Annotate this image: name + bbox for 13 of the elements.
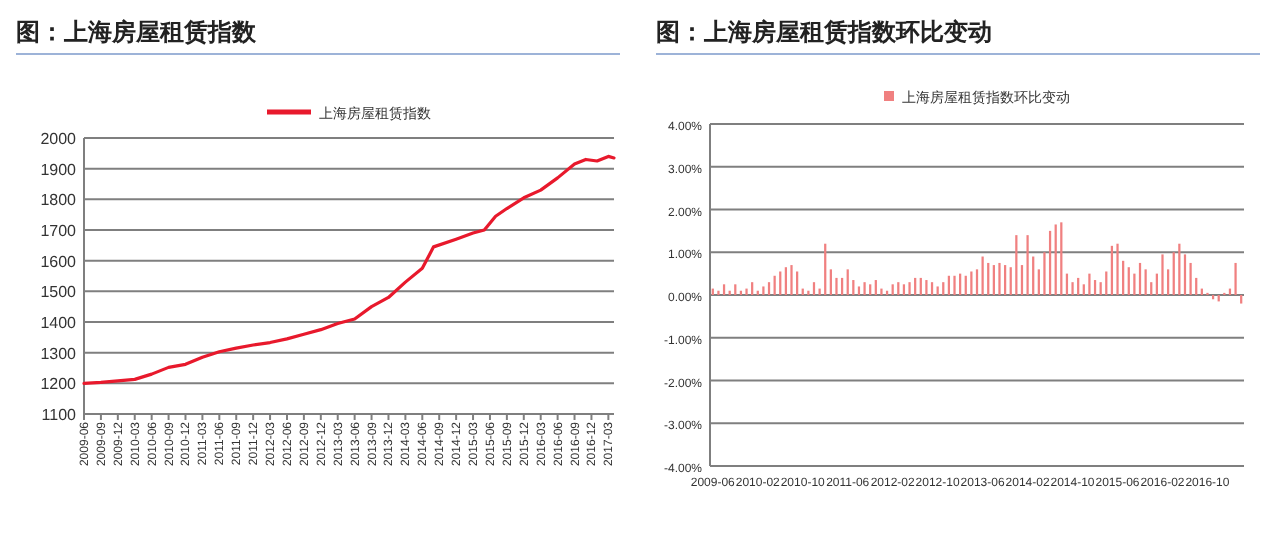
y-tick-label: 1800 [40,191,78,210]
y-tick-label: 1200 [40,375,78,394]
chart-title: 图：上海房屋租赁指数 [16,18,258,46]
y-tick-label: 1700 [40,222,78,240]
y-tick-label: 1600 [40,252,78,271]
y-tick-label: 1400 [40,314,78,332]
y-tick-label: 1500 [40,283,78,302]
line-series [82,154,616,385]
chart-title: 图：上海房屋租赁指数环比变动 [656,18,992,46]
y-tick-label: 1100 [41,406,78,424]
y-tick-label: 1900 [40,160,78,179]
y-tick-label: 2000 [40,130,78,148]
y-tick-label: 1300 [40,344,78,363]
